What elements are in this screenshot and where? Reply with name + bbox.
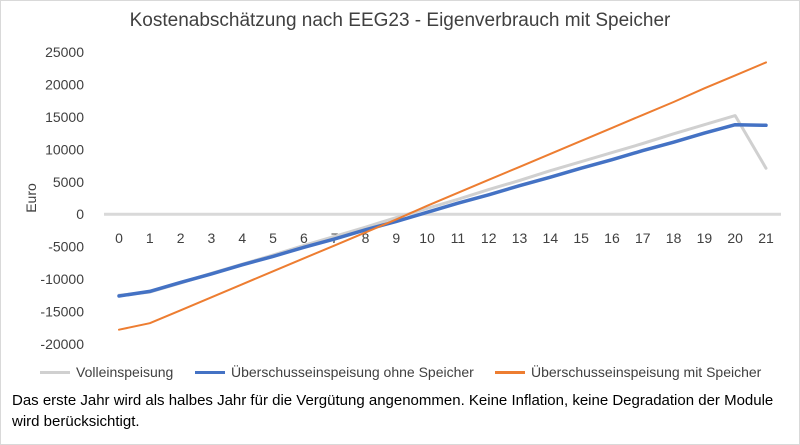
y-axis-ticks: 25000 20000 15000 10000 5000 0 -5000 -10000 -150… [40,44,84,352]
x-axis-ticks: 0 1 2 3 4 5 6 7 8 9 10 11 12 13 14 15 16 17 18 19 20 21 [115,230,774,246]
legend-swatch [40,370,70,374]
legend-label: Überschusseinspeisung mit Speicher [531,364,762,380]
x-tick-label: 2 [177,230,185,246]
x-tick-label: 4 [238,230,246,246]
x-tick-label: 8 [362,230,370,246]
y-tick-label: -10000 [40,271,84,287]
x-tick-label: 12 [481,230,497,246]
x-tick-label: 17 [635,230,651,246]
footnote: Das erste Jahr wird als halbes Jahr für … [12,392,774,430]
x-tick-label: 9 [392,230,400,246]
y-tick-label: -15000 [40,304,84,320]
legend-label: Volleinspeisung [76,364,174,380]
x-tick-label: 0 [115,230,123,246]
y-tick-label: 25000 [45,44,84,60]
x-tick-label: 5 [269,230,277,246]
x-tick-label: 3 [208,230,216,246]
legend-item: Überschusseinspeisung mit Speicher [495,364,761,380]
y-tick-label: 10000 [45,141,84,157]
x-tick-label: 19 [697,230,713,246]
legend: Volleinspeisung Überschusseinspeisung ohn… [40,364,800,386]
y-tick-label: 20000 [45,76,84,92]
x-tick-label: 6 [300,230,308,246]
legend-item: Überschusseinspeisung ohne Speicher [195,364,474,380]
x-tick-label: 11 [451,230,466,246]
y-tick-label: -20000 [40,336,84,352]
x-tick-label: 10 [419,230,435,246]
y-axis-label: Euro [23,183,39,213]
legend-swatch [495,370,525,374]
x-tick-label: 20 [727,230,743,246]
legend-label: Überschusseinspeisung ohne Speicher [231,364,474,380]
series-line-2 [117,122,768,298]
chart-title: Kostenabschätzung nach EEG23 - Eigenverb… [129,10,671,31]
y-tick-label: -5000 [48,239,84,255]
series-line-3 [118,61,767,331]
legend-item: Volleinspeisung [40,364,173,380]
x-tick-label: 21 [758,230,774,246]
y-tick-label: 5000 [53,174,84,190]
x-tick-label: 13 [512,230,528,246]
x-tick-label: 1 [146,230,154,246]
x-tick-label: 15 [573,230,589,246]
y-tick-label: 0 [76,206,84,222]
series-lines [117,61,768,331]
legend-swatch [195,370,225,374]
x-tick-label: 18 [666,230,682,246]
x-tick-label: 16 [604,230,620,246]
x-tick-label: 14 [543,230,559,246]
y-tick-label: 15000 [45,109,84,125]
